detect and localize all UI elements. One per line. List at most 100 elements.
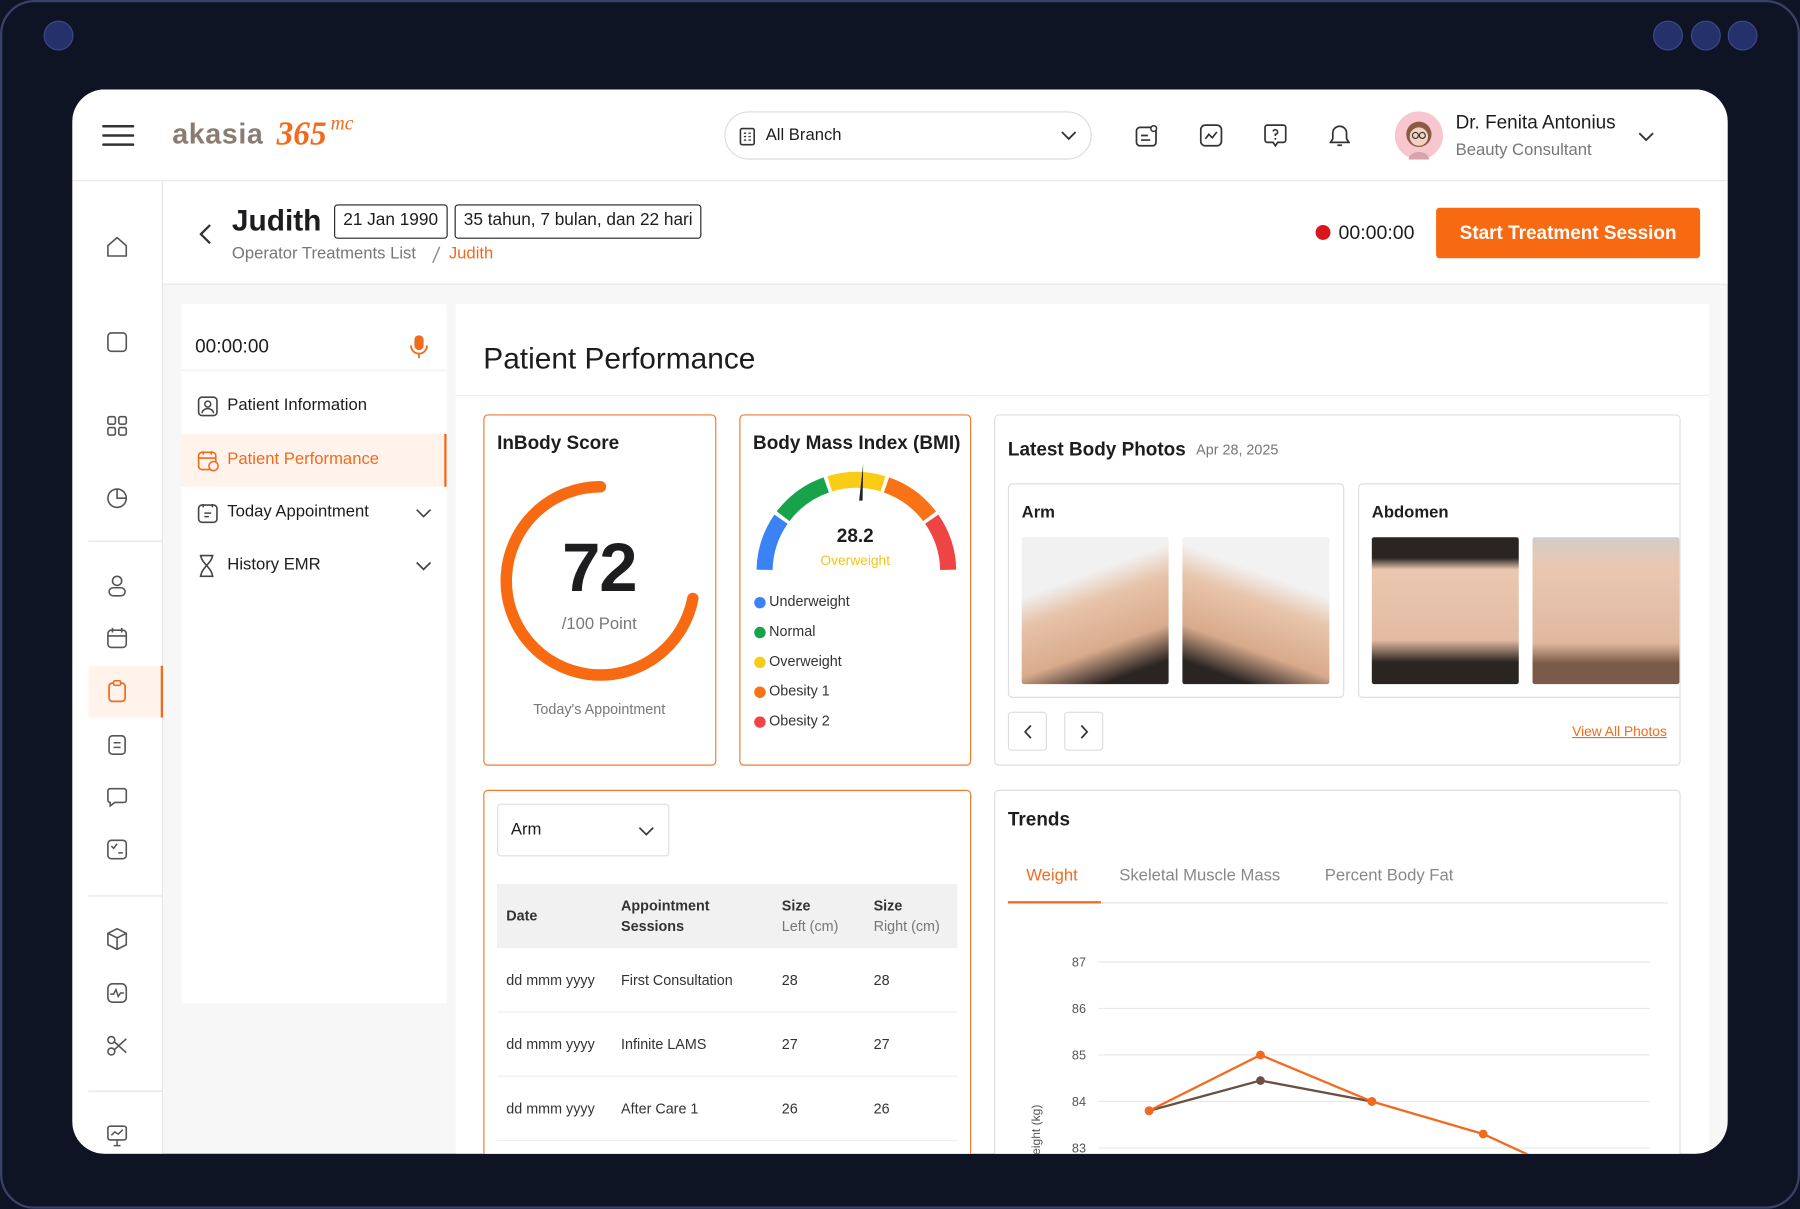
pie-icon[interactable] xyxy=(106,487,129,510)
legend-label: Normal xyxy=(769,623,816,640)
table-cell: 27 xyxy=(781,1036,798,1053)
nav-label: Patient Performance xyxy=(227,449,380,469)
nav-item[interactable]: History EMR xyxy=(181,540,446,593)
nav-label: Today Appointment xyxy=(227,502,369,522)
trend-point xyxy=(1478,1129,1488,1139)
presentation-icon[interactable] xyxy=(106,1124,129,1147)
view-all-link[interactable]: View All Photos xyxy=(1572,723,1667,740)
breadcrumb-separator xyxy=(432,246,441,264)
nav-item[interactable]: Today Appointment xyxy=(181,487,446,540)
nav-label: Patient Information xyxy=(227,396,368,415)
gauge-band xyxy=(756,514,788,571)
card-title: InBody Score xyxy=(497,432,620,454)
table-cell: Infinite LAMS xyxy=(621,1036,707,1053)
next-button[interactable] xyxy=(1064,711,1104,751)
scissors-icon[interactable] xyxy=(106,1034,129,1057)
table-cell: dd mmm yyyy xyxy=(506,1036,595,1053)
breadcrumb-link[interactable]: Operator Treatments List xyxy=(231,244,416,263)
photo[interactable] xyxy=(1182,537,1330,685)
legend-label: Obesity 2 xyxy=(769,712,830,729)
trend-point xyxy=(1367,1097,1377,1106)
bmi-status: Overweight xyxy=(820,552,891,569)
chevron-down xyxy=(1061,131,1077,141)
scan-icon[interactable] xyxy=(106,331,129,354)
user-menu-chevron[interactable] xyxy=(1638,131,1654,142)
home-icon[interactable] xyxy=(106,235,129,258)
column-header: Size xyxy=(781,897,811,914)
checklist-icon[interactable] xyxy=(106,838,129,861)
photo[interactable] xyxy=(1021,537,1169,685)
chat-icon[interactable] xyxy=(106,785,129,808)
menu-icon[interactable] xyxy=(102,124,135,147)
list-icon[interactable] xyxy=(106,732,129,756)
clipboard-icon[interactable] xyxy=(106,679,129,703)
legend-swatch xyxy=(754,656,766,669)
prev-button[interactable] xyxy=(1007,711,1047,751)
chevron-right xyxy=(1080,724,1089,739)
photo-group: Arm xyxy=(1007,483,1345,698)
tab[interactable]: Skeletal Muscle Mass xyxy=(1119,866,1281,886)
table-cell: 28 xyxy=(781,972,798,989)
tab-indicator xyxy=(1007,901,1101,904)
y-tick-label: 83 xyxy=(1072,1142,1086,1154)
calendar-icon[interactable] xyxy=(106,627,129,650)
branch-select[interactable]: All Branch xyxy=(724,111,1092,160)
help-icon[interactable] xyxy=(1264,124,1287,148)
photo-group-title: Abdomen xyxy=(1371,503,1449,523)
grid-icon[interactable] xyxy=(106,414,129,437)
inbody-max-label: /100 Point xyxy=(561,615,637,634)
bell-icon[interactable] xyxy=(1329,124,1350,148)
trend-line xyxy=(1148,1079,1373,1112)
page-title: Patient Performance xyxy=(483,340,756,376)
table-row xyxy=(497,1077,958,1142)
icon-rail xyxy=(72,181,164,1154)
y-tick-label: 86 xyxy=(1072,1002,1086,1016)
logo: akasia xyxy=(172,118,264,151)
building-icon xyxy=(739,127,756,146)
inbody-gauge xyxy=(500,480,699,681)
bmi-value: 28.2 xyxy=(836,525,874,547)
window-dot xyxy=(1727,20,1758,51)
table-cell: 26 xyxy=(781,1100,798,1117)
trend-point xyxy=(1256,1076,1265,1085)
table-row xyxy=(497,948,958,1013)
legend-swatch xyxy=(754,686,766,698)
notes-icon[interactable] xyxy=(1135,124,1158,147)
monitor-icon[interactable] xyxy=(106,982,129,1005)
start-session-button[interactable]: Start Treatment Session xyxy=(1436,207,1701,259)
chart-icon[interactable] xyxy=(1199,124,1223,147)
legend-swatch xyxy=(754,596,766,609)
nav-icon xyxy=(197,503,218,524)
chevron-down xyxy=(638,827,654,836)
table-cell: After Care 1 xyxy=(621,1100,699,1117)
chevron-left xyxy=(1023,724,1032,739)
nav-item-active[interactable]: Patient Performance xyxy=(181,433,447,487)
mic-icon[interactable] xyxy=(410,334,428,359)
app-window: akasia 365 mc All Branch Dr. Fenita Anto… xyxy=(72,89,1728,1154)
gauge-band xyxy=(924,514,957,571)
table-cell: dd mmm yyyy xyxy=(506,1100,595,1117)
gauge-band xyxy=(776,477,830,522)
legend-label: Obesity 1 xyxy=(769,683,830,700)
nav-item[interactable]: Patient Information xyxy=(181,380,446,433)
gauge-band xyxy=(827,471,886,492)
avatar[interactable] xyxy=(1394,111,1443,160)
inbody-card: InBody Score 72 /100 Point Today's Appoi… xyxy=(483,414,717,766)
region-select[interactable]: Arm xyxy=(497,803,670,857)
tab[interactable]: Percent Body Fat xyxy=(1324,866,1454,886)
recorder-timer: 00:00:00 xyxy=(195,336,269,358)
measurements-card: Arm Date Appointment Sessions Size Left … xyxy=(483,789,972,1154)
window-dot xyxy=(43,20,74,51)
box-icon[interactable] xyxy=(106,927,129,951)
user-icon[interactable] xyxy=(106,574,129,597)
photo-group-title: Arm xyxy=(1021,503,1055,523)
back-button[interactable] xyxy=(199,223,213,246)
column-header: Size xyxy=(873,897,903,914)
tab-active[interactable]: Weight xyxy=(1026,866,1078,886)
legend-label: Overweight xyxy=(769,653,842,670)
nav-icon xyxy=(199,554,214,578)
photo[interactable] xyxy=(1532,537,1680,685)
divider xyxy=(455,394,1710,397)
photo[interactable] xyxy=(1371,537,1519,685)
